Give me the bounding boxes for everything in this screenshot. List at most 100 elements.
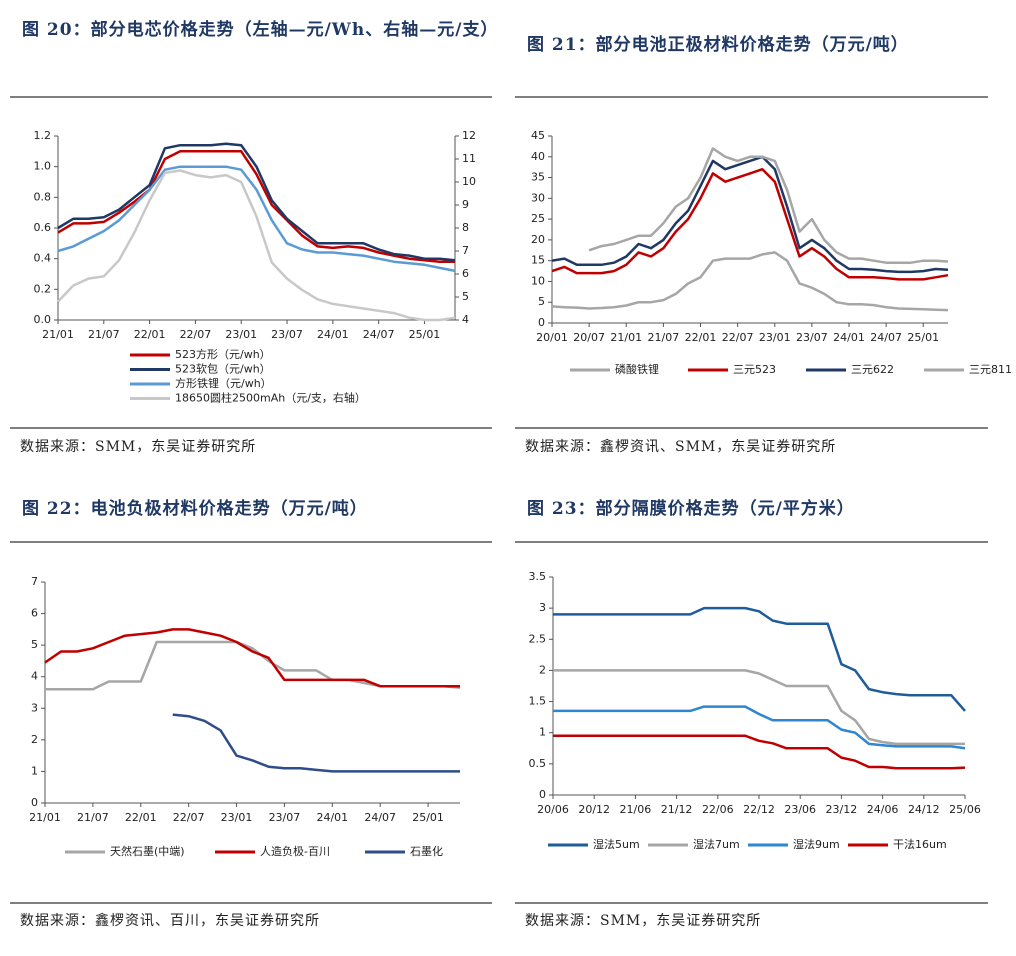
series-line — [57, 165, 456, 273]
y-tick-label: 0.8 — [34, 190, 52, 203]
y2-tick-label: 7 — [462, 244, 469, 257]
legend-label: 磷酸铁锂 — [615, 362, 659, 376]
x-tick-label: 23/06 — [784, 803, 816, 816]
x-tick-label: 22/01 — [125, 811, 157, 824]
x-tick-label: 21/06 — [620, 803, 652, 816]
source-note: 数据来源：鑫椤资讯、SMM，东吴证券研究所 — [525, 439, 837, 455]
y-tick-label: 1.5 — [529, 695, 547, 708]
x-tick-label: 22/07 — [173, 811, 205, 824]
series-line — [553, 705, 966, 750]
y-tick-label: 0.5 — [529, 757, 547, 770]
legend-label: 三元811 — [969, 363, 1012, 376]
y-tick-label: 0.2 — [34, 282, 52, 295]
x-tick-label: 25/01 — [907, 331, 939, 344]
figure-title: 图 22：电池负极材料价格走势（万元/吨） — [22, 499, 368, 519]
x-tick-label: 23/01 — [225, 328, 257, 341]
x-tick-label: 20/06 — [537, 803, 569, 816]
series-line — [44, 628, 460, 688]
series-line — [553, 734, 966, 770]
legend-label: 三元622 — [851, 363, 894, 376]
series-line — [551, 167, 949, 281]
legend-label: 523软包（元/wh） — [175, 362, 271, 376]
x-tick-label: 22/01 — [685, 331, 717, 344]
legend-label: 18650圆柱2500mAh（元/支，右轴） — [175, 391, 366, 405]
x-tick-label: 21/01 — [42, 328, 74, 341]
y-tick-label: 3.5 — [529, 570, 547, 583]
legend-label: 石墨化 — [410, 844, 443, 858]
y-tick-label: 10 — [531, 274, 545, 287]
x-tick-label: 23/01 — [759, 331, 791, 344]
y-tick-label: 1.2 — [34, 129, 52, 142]
x-tick-label: 25/06 — [949, 803, 981, 816]
x-tick-label: 22/07 — [180, 328, 212, 341]
legend-label: 方形铁锂（元/wh） — [175, 376, 272, 390]
x-tick-label: 20/12 — [578, 803, 610, 816]
x-tick-label: 22/01 — [134, 328, 166, 341]
x-tick-label: 23/07 — [796, 331, 828, 344]
legend-label: 人造负极-百川 — [260, 844, 330, 858]
y2-tick-label: 4 — [462, 313, 469, 326]
x-tick-label: 23/01 — [221, 811, 253, 824]
y-tick-label: 40 — [531, 150, 545, 163]
source-note: 数据来源：SMM，东吴证券研究所 — [525, 913, 762, 929]
y-tick-label: 0.4 — [34, 252, 52, 265]
x-tick-label: 24/01 — [833, 331, 865, 344]
x-tick-label: 21/07 — [648, 331, 680, 344]
series-line — [553, 669, 965, 746]
series-line — [172, 713, 460, 773]
y-tick-label: 2 — [31, 733, 38, 746]
legend-label: 三元523 — [733, 363, 776, 376]
series-line — [57, 150, 455, 263]
x-tick-label: 23/07 — [269, 811, 301, 824]
x-tick-label: 21/07 — [88, 328, 120, 341]
y-tick-label: 35 — [531, 171, 545, 184]
y-tick-label: 3 — [539, 601, 546, 614]
y-tick-label: 45 — [531, 129, 545, 142]
x-tick-label: 24/01 — [317, 328, 349, 341]
x-tick-label: 24/07 — [363, 328, 395, 341]
x-tick-label: 20/01 — [536, 331, 568, 344]
y2-tick-label: 12 — [462, 129, 476, 142]
source-note: 数据来源：SMM，东吴证券研究所 — [20, 439, 257, 455]
x-tick-label: 24/12 — [908, 803, 940, 816]
x-tick-label: 21/01 — [29, 811, 61, 824]
figure-title: 图 20：部分电芯价格走势（左轴—元/Wh、右轴—元/支） — [22, 20, 499, 40]
series-line — [551, 251, 949, 312]
legend-label: 干法16um — [893, 837, 947, 851]
x-tick-label: 21/12 — [661, 803, 693, 816]
y-tick-label: 4 — [31, 670, 38, 683]
y-tick-label: 6 — [31, 607, 38, 620]
y-tick-label: 25 — [531, 212, 545, 225]
legend-label: 天然石墨(中端) — [110, 844, 185, 858]
y-tick-label: 0 — [539, 788, 546, 801]
x-tick-label: 25/01 — [409, 328, 441, 341]
y-tick-label: 3 — [31, 701, 38, 714]
y2-tick-label: 6 — [462, 267, 469, 280]
y-tick-label: 0 — [538, 316, 545, 329]
source-note: 数据来源：鑫椤资讯、百川，东吴证券研究所 — [20, 913, 320, 929]
x-tick-label: 24/07 — [364, 811, 396, 824]
y-tick-label: 15 — [531, 254, 545, 267]
y-tick-label: 5 — [538, 295, 545, 308]
y-tick-label: 5 — [31, 638, 38, 651]
y-tick-label: 0.0 — [34, 313, 52, 326]
x-tick-label: 20/07 — [573, 331, 605, 344]
y-tick-label: 30 — [531, 191, 545, 204]
x-tick-label: 24/01 — [316, 811, 348, 824]
y-tick-label: 0.6 — [34, 221, 52, 234]
x-tick-label: 23/12 — [826, 803, 858, 816]
y-tick-label: 1 — [539, 726, 546, 739]
legend-label: 湿法7um — [693, 837, 740, 851]
legend-label: 523方形（元/wh） — [175, 347, 271, 361]
series-line — [551, 155, 949, 274]
x-tick-label: 24/07 — [870, 331, 902, 344]
series-line — [57, 169, 456, 322]
x-tick-label: 22/06 — [702, 803, 734, 816]
y2-tick-label: 9 — [462, 198, 469, 211]
legend-label: 湿法5um — [593, 837, 640, 851]
x-tick-label: 22/07 — [722, 331, 754, 344]
y2-tick-label: 11 — [462, 152, 476, 165]
legend-label: 湿法9um — [793, 837, 840, 851]
